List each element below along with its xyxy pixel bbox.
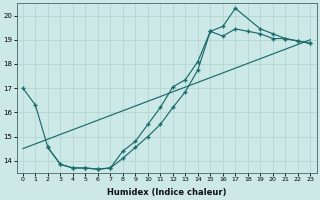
X-axis label: Humidex (Indice chaleur): Humidex (Indice chaleur) bbox=[107, 188, 226, 197]
